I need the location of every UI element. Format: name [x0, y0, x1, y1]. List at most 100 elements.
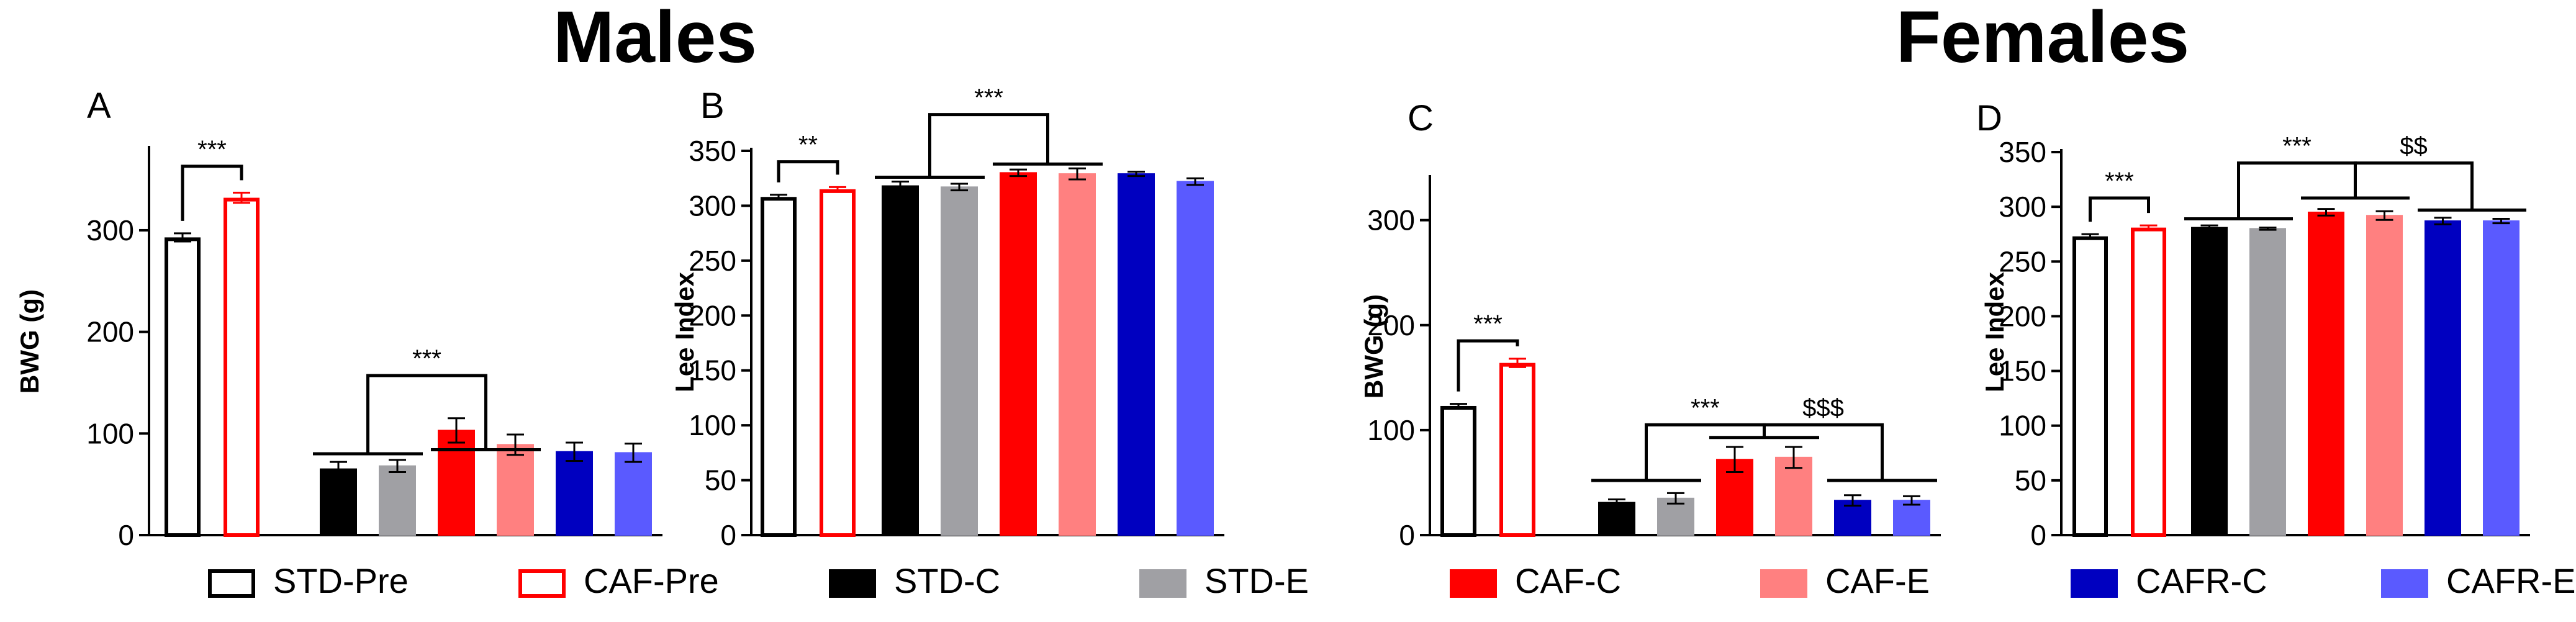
y-tick-label: 350: [689, 135, 736, 167]
significance-label: ***: [2105, 168, 2134, 195]
significance-label: **: [798, 132, 818, 159]
bar-std-c: [320, 468, 357, 536]
legend-swatch-std-e: [1139, 569, 1186, 598]
legend: STD-Pre CAF-Pre STD-C STD-E CAF-C CAF-E CAFR-C…: [208, 561, 2575, 600]
bar-std-e: [2249, 228, 2286, 536]
y-tick-label: 0: [2030, 519, 2046, 551]
panel-label-b: B: [700, 86, 725, 126]
bar-std-pre: [761, 197, 797, 537]
significance-bracket: [928, 113, 1049, 178]
legend-label-std-pre: STD-Pre: [273, 561, 409, 600]
bar-caf-pre: [2131, 227, 2166, 537]
significance-label: ***: [2282, 133, 2312, 160]
bar-cafr-e: [1177, 181, 1214, 536]
title-females: Females: [1896, 0, 2189, 78]
bar-cafr-e: [615, 452, 652, 536]
y-axis-label: BWG (g): [1359, 294, 1388, 399]
bar-cafr-e: [2483, 220, 2520, 536]
legend-label-caf-e: CAF-E: [1825, 561, 1930, 600]
significance-bracket: [777, 160, 839, 183]
bar-caf-e: [1059, 173, 1096, 536]
legend-label-cafr-c: CAFR-C: [2136, 561, 2267, 600]
bar-cafr-c: [556, 451, 593, 536]
y-tick-label: 300: [1999, 191, 2046, 223]
bar-std-pre: [2072, 236, 2108, 537]
bar-caf-e: [1775, 456, 1812, 536]
bar-cafr-c: [1118, 173, 1155, 536]
significance-bracket: [2237, 161, 2357, 219]
bar-caf-c: [1000, 172, 1037, 536]
y-tick-label: 0: [1399, 519, 1415, 551]
legend-swatch-std-pre: [208, 569, 255, 598]
panel-d-chart: 0 50 100 150 200 250 300 350 Lee Index *** *** $$: [1980, 133, 2530, 551]
bar-std-e: [379, 465, 416, 536]
panel-label-a: A: [87, 86, 111, 126]
bar-caf-pre: [1499, 363, 1535, 537]
y-tick-label: 0: [118, 519, 134, 551]
y-axis-label: Lee Index: [1980, 271, 2009, 392]
y-tick-label: 0: [720, 519, 736, 551]
bar-std-c: [1598, 502, 1635, 536]
legend-swatch-caf-pre: [518, 569, 566, 598]
significance-bracket: [1763, 423, 1884, 481]
y-tick-label: 150: [1999, 355, 2046, 387]
y-tick-label: 250: [1999, 245, 2046, 277]
panel-a-chart: 0 100 200 300 BWG (g) *** ***: [15, 136, 662, 551]
y-tick-label: 50: [705, 464, 736, 497]
bar-std-pre: [1440, 405, 1476, 537]
panel-label-d: D: [1976, 98, 2002, 138]
y-tick-label: 50: [2015, 464, 2046, 497]
y-tick-label: 200: [689, 299, 736, 331]
y-axis-label: BWG (g): [15, 289, 44, 394]
panel-c-chart: 0 100 200 300 BWG (g) *** *** $$$: [1359, 175, 1941, 551]
significance-bracket: [181, 165, 243, 221]
bar-caf-c: [438, 430, 475, 536]
bar-caf-pre: [224, 197, 260, 537]
legend-label-caf-pre: CAF-Pre: [584, 561, 719, 600]
legend-label-cafr-e: CAFR-E: [2446, 561, 2575, 600]
significance-label: ***: [1473, 310, 1503, 338]
significance-label: ***: [1691, 394, 1720, 421]
y-tick-label: 100: [86, 417, 134, 449]
legend-label-std-c: STD-C: [894, 561, 1000, 600]
legend-swatch-cafr-c: [2071, 569, 2118, 598]
bar-caf-pre: [820, 189, 856, 537]
y-tick-label: 150: [689, 354, 736, 387]
bar-std-pre: [165, 237, 201, 537]
significance-label: ***: [412, 345, 441, 372]
significance-label: ***: [197, 136, 227, 163]
y-tick-label: 200: [1367, 309, 1415, 341]
y-tick-label: 300: [689, 189, 736, 222]
legend-swatch-std-c: [829, 569, 876, 598]
bar-std-e: [941, 186, 978, 536]
y-tick-label: 200: [1999, 300, 2046, 332]
bar-std-c: [2191, 227, 2228, 536]
significance-label: ***: [974, 84, 1003, 112]
bar-cafr-e: [1893, 500, 1930, 536]
significance-bracket: [366, 374, 487, 454]
y-tick-label: 100: [689, 409, 736, 441]
y-tick-label: 300: [1367, 204, 1415, 237]
y-tick-label: 350: [1999, 136, 2046, 168]
legend-swatch-caf-c: [1450, 569, 1497, 598]
legend-swatch-caf-e: [1760, 569, 1807, 598]
legend-label-std-e: STD-E: [1204, 561, 1309, 600]
y-tick-label: 100: [1367, 414, 1415, 446]
significance-bracket: [2354, 161, 2474, 210]
legend-label-caf-c: CAF-C: [1515, 561, 1621, 600]
y-tick-label: 200: [86, 316, 134, 348]
y-axis-label: Lee Index: [670, 271, 699, 392]
bar-std-c: [882, 185, 919, 536]
legend-swatch-cafr-e: [2381, 569, 2428, 598]
bar-cafr-c: [2425, 220, 2461, 536]
bar-caf-e: [497, 444, 534, 536]
y-tick-label: 300: [86, 214, 134, 246]
significance-label: $$: [2400, 133, 2428, 160]
significance-label: $$$: [1802, 394, 1844, 421]
bar-caf-c: [2308, 211, 2344, 536]
bar-caf-e: [2366, 215, 2403, 536]
y-tick-label: 250: [689, 245, 736, 277]
title-males: Males: [553, 0, 757, 78]
